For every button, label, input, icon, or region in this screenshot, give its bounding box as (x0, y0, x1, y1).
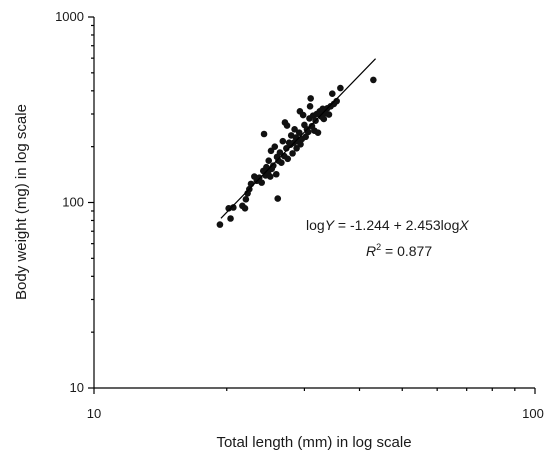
data-point (284, 155, 292, 163)
data-point (304, 128, 312, 136)
y-axis-title: Body weight (mg) in log scale (13, 104, 30, 300)
data-point (307, 95, 314, 102)
data-points (216, 76, 377, 228)
data-point (325, 111, 333, 118)
data-point (274, 195, 282, 202)
data-point (272, 170, 280, 178)
data-point (247, 180, 255, 188)
regression-equation: logY = -1.244 + 2.453logX (306, 217, 469, 233)
equation-log-prefix: log (306, 217, 325, 233)
data-point (297, 140, 304, 148)
regression-fit (220, 58, 377, 219)
equation-x-variable: X (458, 217, 469, 233)
y-tick-label: 10 (70, 380, 84, 395)
data-point (283, 122, 291, 129)
r-squared-symbol: R (366, 243, 376, 259)
data-point (242, 196, 250, 203)
data-point (291, 126, 298, 133)
x-tick-label: 10 (87, 406, 101, 421)
fit-line (220, 58, 377, 219)
data-point (255, 174, 263, 182)
data-point (266, 173, 274, 180)
x-axis-title: Total length (mm) in log scale (216, 434, 411, 451)
data-point (265, 157, 273, 165)
x-tick-label: 100 (522, 406, 544, 421)
data-point (370, 76, 377, 84)
axes (93, 17, 535, 389)
r-squared-exponent: 2 (376, 242, 381, 252)
data-point (289, 150, 296, 157)
data-point (333, 97, 340, 105)
data-point (278, 159, 285, 166)
r-squared-label: R2 = 0.877 (366, 242, 432, 259)
data-point (279, 137, 287, 145)
data-point (302, 133, 309, 141)
data-point (260, 130, 268, 138)
data-point (314, 129, 322, 136)
data-point (271, 143, 279, 150)
data-point (320, 115, 328, 123)
r-squared-value: = 0.877 (381, 243, 432, 259)
data-point (258, 179, 265, 186)
data-point (306, 103, 314, 110)
y-tick-label: 100 (62, 195, 84, 210)
data-point (227, 215, 234, 222)
axis-ticks (88, 16, 536, 394)
equation-y-variable: Y (325, 217, 336, 233)
data-point (299, 111, 307, 119)
y-tick-label: 1000 (55, 9, 84, 24)
data-point (241, 205, 249, 212)
data-point (230, 204, 237, 211)
data-point (328, 90, 336, 97)
data-point (216, 221, 224, 228)
data-point (295, 129, 303, 136)
data-point (269, 162, 277, 169)
tick-labels: 10 100 1000 10 100 (55, 9, 544, 421)
data-point (337, 84, 344, 92)
equation-body: = -1.244 + 2.453log (334, 217, 459, 233)
